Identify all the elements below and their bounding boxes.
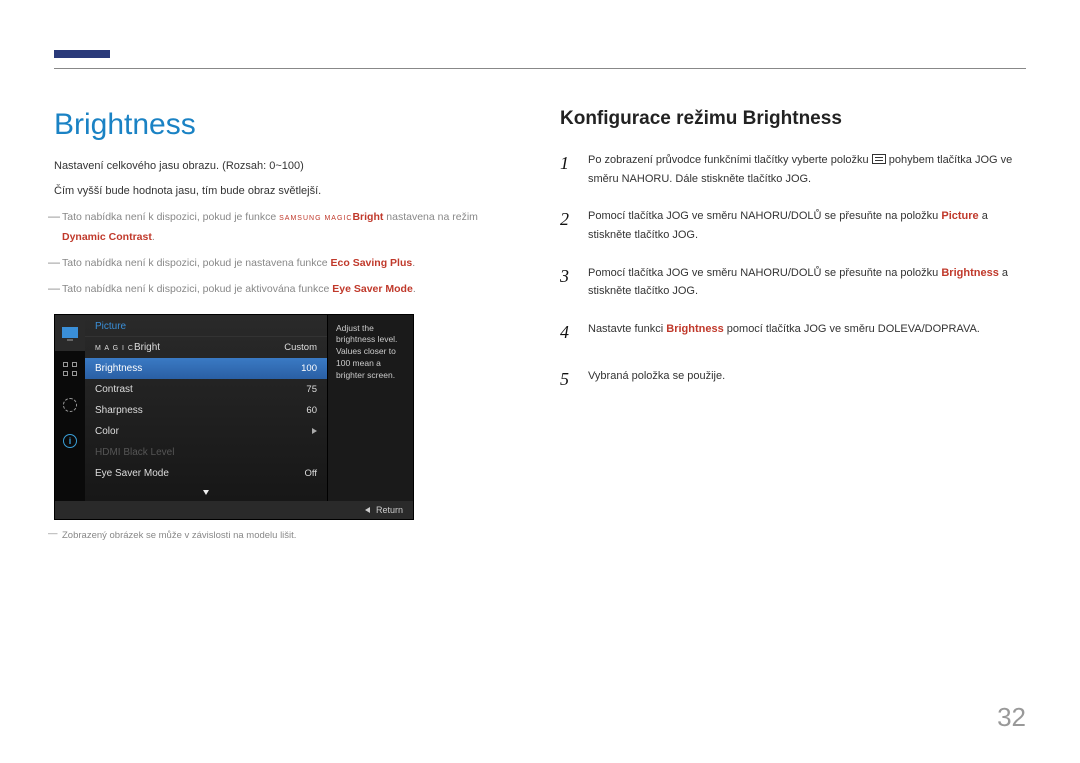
osd-sidebar: i xyxy=(55,315,85,501)
intro-para-1: Nastavení celkového jasu obrazu. (Rozsah… xyxy=(54,156,520,177)
osd-row: M A G I CBrightCustom xyxy=(85,337,327,358)
osd-row: Eye Saver ModeOff xyxy=(85,463,327,484)
menu-icon xyxy=(872,154,886,164)
section-title: Brightness xyxy=(54,108,520,142)
grid-icon xyxy=(55,351,85,387)
step: 4Nastavte funkci Brightness pomocí tlačí… xyxy=(560,317,1026,348)
note-3: Tato nabídka není k dispozici, pokud je … xyxy=(54,280,520,300)
monitor-icon xyxy=(55,315,85,351)
note-2: Tato nabídka není k dispozici, pokud je … xyxy=(54,254,520,274)
scroll-down-icon xyxy=(85,484,327,501)
osd-info-panel: Adjust the brightness level. Values clos… xyxy=(327,315,413,501)
return-label: Return xyxy=(376,505,403,515)
step: 2Pomocí tlačítka JOG ve směru NAHORU/DOL… xyxy=(560,204,1026,244)
gear-icon xyxy=(55,387,85,423)
osd-row: Contrast75 xyxy=(85,379,327,400)
osd-footer: Return xyxy=(55,501,413,519)
osd-main: Picture M A G I CBrightCustomBrightness1… xyxy=(85,315,327,501)
osd-row: HDMI Black Level xyxy=(85,442,327,463)
page-number: 32 xyxy=(997,702,1026,733)
osd-row: Color xyxy=(85,421,327,442)
step: 1Po zobrazení průvodce funkčními tlačítk… xyxy=(560,148,1026,188)
osd-row: Brightness100 xyxy=(85,358,327,379)
header-mark xyxy=(54,50,110,58)
osd-header: Picture xyxy=(85,315,327,337)
osd-screenshot: i Picture M A G I CBrightCustomBrightnes… xyxy=(54,314,414,520)
subsection-title: Konfigurace režimu Brightness xyxy=(560,108,1026,130)
step: 5Vybraná položka se použije. xyxy=(560,364,1026,395)
figure-caption: Zobrazený obrázek se může v závislosti n… xyxy=(54,530,520,541)
info-icon: i xyxy=(55,423,85,459)
step: 3Pomocí tlačítka JOG ve směru NAHORU/DOL… xyxy=(560,261,1026,301)
header-rule xyxy=(54,68,1026,69)
left-column: Brightness Nastavení celkového jasu obra… xyxy=(54,108,520,541)
intro-para-2: Čím vyšší bude hodnota jasu, tím bude ob… xyxy=(54,181,520,202)
right-column: Konfigurace režimu Brightness 1Po zobraz… xyxy=(560,108,1026,541)
note-1: Tato nabídka není k dispozici, pokud je … xyxy=(54,208,520,248)
osd-row: Sharpness60 xyxy=(85,400,327,421)
back-icon xyxy=(365,507,370,513)
